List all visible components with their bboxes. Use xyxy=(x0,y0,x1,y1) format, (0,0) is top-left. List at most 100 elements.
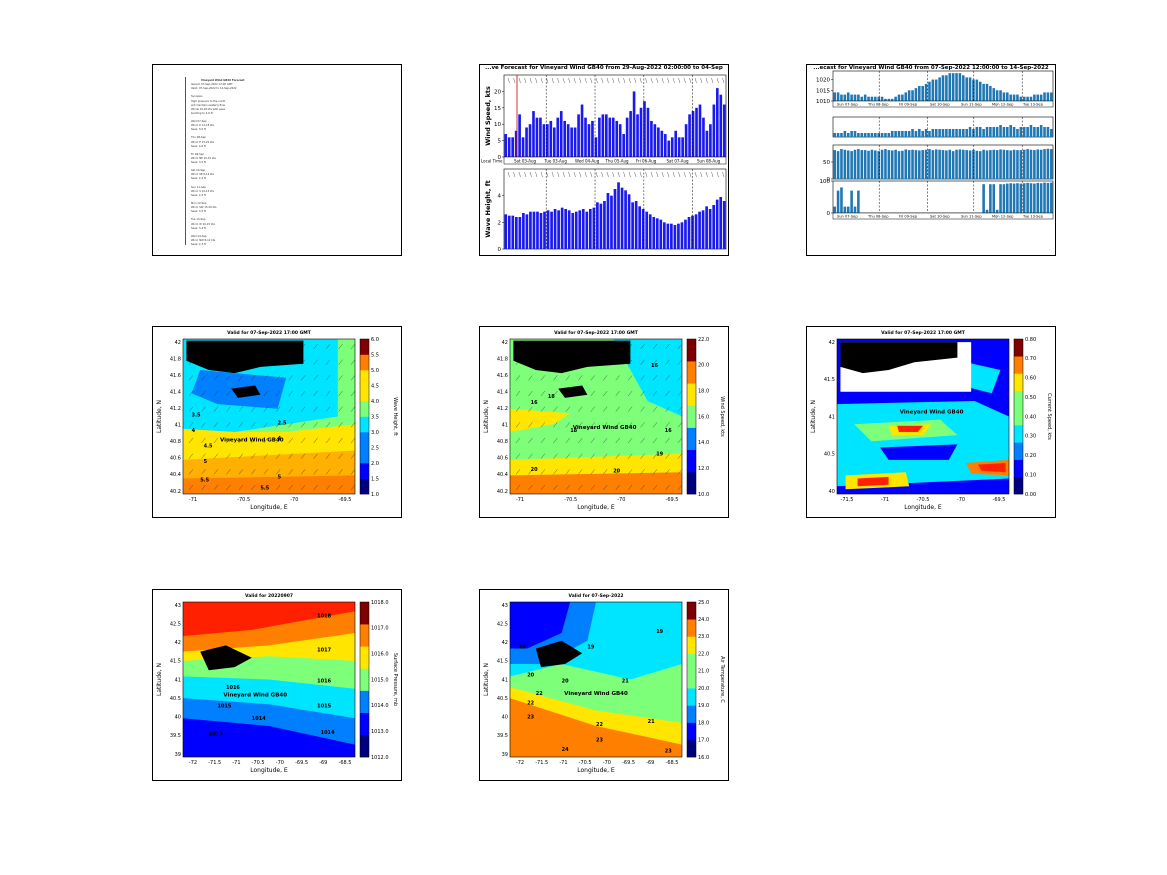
vector-arrow xyxy=(665,375,670,381)
y-tick-label: 41 xyxy=(175,423,181,429)
bar xyxy=(574,211,578,249)
vector-arrow xyxy=(276,437,281,444)
contour-label: 21 xyxy=(622,679,629,685)
vector-arrow xyxy=(201,406,206,412)
wave-direction-arrow xyxy=(689,171,692,178)
bar xyxy=(843,131,847,137)
bar xyxy=(518,114,521,157)
contour-label: 1017 xyxy=(226,657,240,663)
vector-arrow xyxy=(251,469,256,475)
vector-arrow xyxy=(652,484,658,491)
vector-arrow xyxy=(313,437,318,444)
day-label: Sun 08-Aug xyxy=(697,159,721,164)
current-speed-map: Vineyard Wind GB40 Valid for 07-Sep-2022 … xyxy=(806,326,1056,518)
vector-arrow xyxy=(615,406,620,412)
vector-arrow xyxy=(652,453,658,459)
bar xyxy=(514,130,518,157)
colorbar-bin xyxy=(360,370,369,386)
colorbar-tick-label: 4.5 xyxy=(371,383,379,389)
colorbar-frame xyxy=(686,338,697,495)
report-line: Seas: 3-4 ft xyxy=(191,226,206,230)
vector-arrow xyxy=(238,484,243,491)
bar xyxy=(924,129,928,137)
colorbar-bin xyxy=(687,602,696,620)
colorbar-tick-label: 4.0 xyxy=(371,399,379,405)
bar xyxy=(965,129,968,137)
bar xyxy=(843,94,847,101)
y-tick-label: 40 xyxy=(502,715,508,721)
bar xyxy=(840,149,843,179)
colorbar-tick-label: 0.80 xyxy=(1025,337,1036,343)
vector-arrow xyxy=(201,484,206,491)
colorbar-tick-label: 1013.0 xyxy=(371,729,389,735)
vector-arrow xyxy=(615,375,620,381)
report-line: Vineyard Wind GB40 Forecast xyxy=(201,79,245,82)
vector-arrow xyxy=(515,437,521,444)
contour-band xyxy=(183,475,355,494)
bar xyxy=(857,133,860,137)
bar xyxy=(985,150,989,179)
vector-arrow xyxy=(263,484,268,491)
contour-label: 23 xyxy=(527,714,534,720)
bar xyxy=(535,117,539,157)
direction-arrow xyxy=(689,77,692,84)
bar xyxy=(914,88,918,101)
vector-arrow xyxy=(590,406,595,412)
contour-label: 16 xyxy=(665,428,672,434)
bar xyxy=(606,193,610,249)
wave-direction-arrow xyxy=(590,171,593,178)
bar xyxy=(863,94,867,101)
bar xyxy=(1046,148,1050,179)
vector-arrow xyxy=(590,422,595,428)
vector-arrow xyxy=(188,437,194,444)
colorbar-bin xyxy=(360,432,369,448)
bar xyxy=(945,75,948,101)
vector-arrow xyxy=(226,469,231,475)
colorbar-tick-label: 22.0 xyxy=(698,337,709,343)
vector-arrow xyxy=(288,375,293,381)
bar xyxy=(962,75,965,101)
bar xyxy=(643,101,646,157)
bar xyxy=(670,223,673,249)
bar xyxy=(853,94,857,101)
day-label: Sun 11-Sep xyxy=(961,103,982,107)
day-label: Fri 09-Sep xyxy=(899,103,918,107)
vector-arrow xyxy=(251,437,256,444)
direction-arrow xyxy=(524,77,527,84)
bar xyxy=(578,210,582,249)
colorbar-bin xyxy=(687,688,696,706)
colorbar-tick-label: 5.5 xyxy=(371,352,379,358)
contour-label: 20 xyxy=(531,467,538,473)
vector-arrow xyxy=(628,437,633,444)
y-tick-label: 41.6 xyxy=(170,373,181,379)
vector-arrow xyxy=(288,469,293,475)
bar xyxy=(992,88,996,101)
vector-arrow xyxy=(677,343,683,350)
vector-arrow xyxy=(263,390,268,397)
direction-arrow xyxy=(722,77,725,84)
wave-direction-arrow xyxy=(656,171,659,178)
bar xyxy=(546,124,549,157)
bar xyxy=(972,129,975,137)
vector-arrow xyxy=(313,406,318,412)
y-tick-label: 15 xyxy=(494,106,501,112)
vector-arrow xyxy=(325,359,331,365)
bar xyxy=(687,217,691,249)
bar xyxy=(965,150,968,179)
mainland xyxy=(186,340,304,374)
site-label: Vineyard Wind GB40 xyxy=(223,693,287,699)
bar xyxy=(843,206,847,213)
bar xyxy=(639,107,643,157)
bar xyxy=(1039,94,1043,101)
bar xyxy=(874,96,877,101)
y-tick-label: 40.8 xyxy=(170,439,181,445)
vector-arrow xyxy=(652,375,658,381)
vector-arrow xyxy=(578,484,583,491)
report-line: Wed 14-Sep xyxy=(191,234,207,238)
wave-height-map-svg: 3.5 4 4.5 5 5 5.5 5.5 4 2.5 Vineyard Wind GB40 Val… xyxy=(156,330,398,511)
bar xyxy=(860,150,864,179)
bar xyxy=(529,211,532,249)
y-tick-label: 41 xyxy=(502,423,508,429)
vector-arrow xyxy=(251,375,256,381)
colorbar-tick-label: 14.0 xyxy=(698,440,709,446)
